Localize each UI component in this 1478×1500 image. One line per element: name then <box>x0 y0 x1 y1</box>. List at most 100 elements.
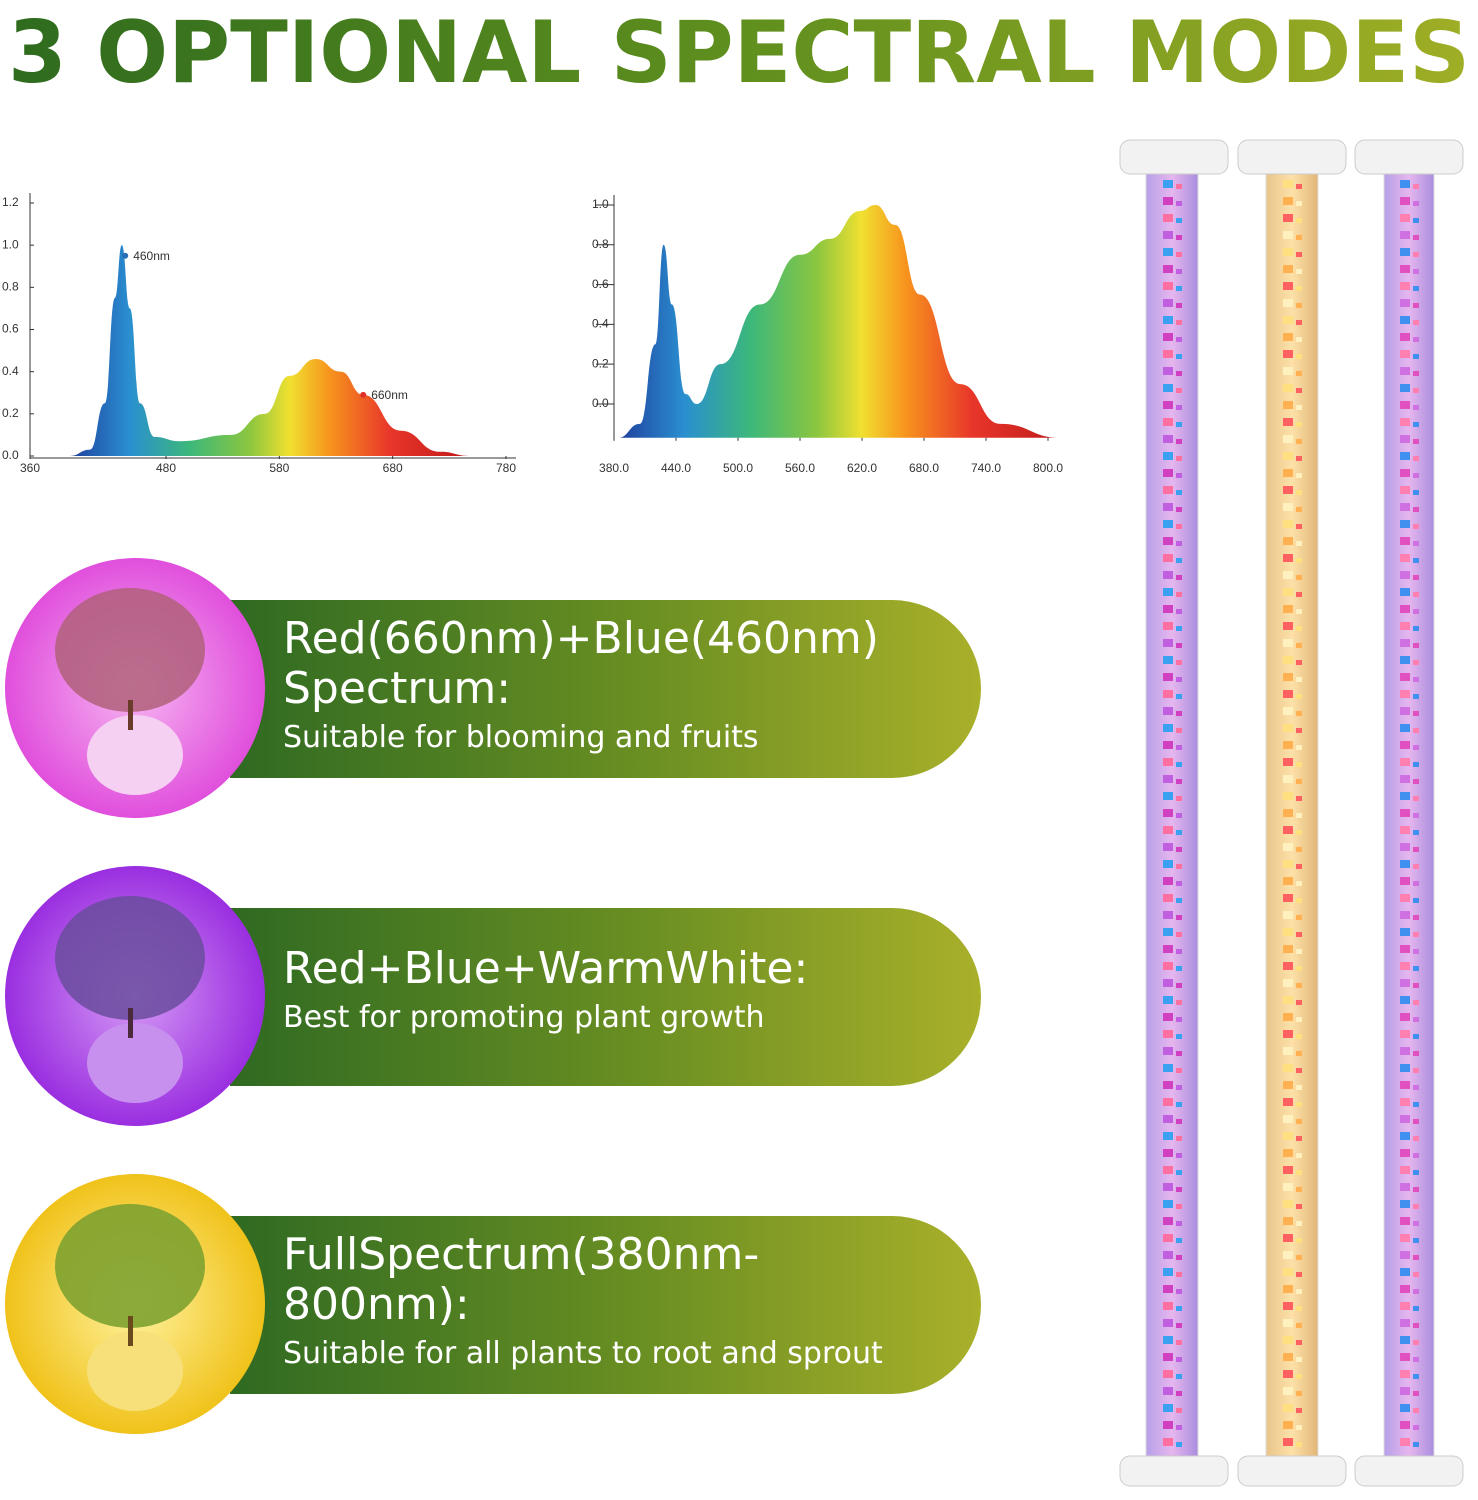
led <box>1296 405 1302 410</box>
led <box>1296 1408 1302 1413</box>
led <box>1413 201 1419 206</box>
led <box>1413 1051 1419 1056</box>
led <box>1296 1323 1302 1328</box>
led <box>1400 979 1410 987</box>
led <box>1163 214 1173 222</box>
annotation-dot <box>360 391 367 398</box>
y-tick-label: 1.0 <box>2 237 19 251</box>
led <box>1163 894 1173 902</box>
led <box>1400 384 1410 392</box>
led <box>1283 265 1293 273</box>
led <box>1163 826 1173 834</box>
led <box>1163 639 1173 647</box>
led <box>1176 1272 1182 1277</box>
led <box>1400 860 1410 868</box>
led <box>1296 1085 1302 1090</box>
led <box>1283 248 1293 256</box>
led <box>1296 1119 1302 1124</box>
led <box>1413 1034 1419 1039</box>
led <box>1296 1238 1302 1243</box>
led <box>1400 1132 1410 1140</box>
led <box>1176 966 1182 971</box>
led <box>1283 571 1293 579</box>
led <box>1176 1221 1182 1226</box>
led <box>1176 286 1182 291</box>
led <box>1413 796 1419 801</box>
led <box>1400 1013 1410 1021</box>
led <box>1176 1238 1182 1243</box>
led <box>1296 184 1302 189</box>
led <box>1176 218 1182 223</box>
led <box>1163 486 1173 494</box>
led <box>1296 1017 1302 1022</box>
led <box>1413 779 1419 784</box>
led <box>1283 1234 1293 1242</box>
led <box>1283 945 1293 953</box>
led <box>1176 1102 1182 1107</box>
led <box>1400 1183 1410 1191</box>
led <box>1296 524 1302 529</box>
led <box>1283 282 1293 290</box>
led <box>1296 1272 1302 1277</box>
led <box>1296 1102 1302 1107</box>
led <box>1283 1353 1293 1361</box>
led <box>1283 1064 1293 1072</box>
led <box>1163 1081 1173 1089</box>
led <box>1296 881 1302 886</box>
led <box>1176 473 1182 478</box>
bar-clip <box>1237 1455 1347 1487</box>
led <box>1283 1200 1293 1208</box>
led <box>1400 792 1410 800</box>
led <box>1400 1302 1410 1310</box>
led <box>1413 932 1419 937</box>
led <box>1413 609 1419 614</box>
led <box>1413 269 1419 274</box>
led <box>1400 1251 1410 1259</box>
led <box>1413 354 1419 359</box>
led <box>1163 775 1173 783</box>
led <box>1400 503 1410 511</box>
led <box>1400 265 1410 273</box>
led <box>1176 796 1182 801</box>
led <box>1413 1085 1419 1090</box>
spectrum-area <box>69 245 470 456</box>
led <box>1413 490 1419 495</box>
led <box>1296 320 1302 325</box>
led <box>1163 401 1173 409</box>
led <box>1296 711 1302 716</box>
led <box>1283 843 1293 851</box>
led <box>1163 656 1173 664</box>
led <box>1176 388 1182 393</box>
mode-description: Best for promoting plant growth <box>283 1000 765 1035</box>
led <box>1413 1408 1419 1413</box>
led <box>1176 779 1182 784</box>
led <box>1400 945 1410 953</box>
annotation-dot <box>122 252 129 259</box>
led <box>1413 1221 1419 1226</box>
led <box>1283 979 1293 987</box>
led <box>1296 201 1302 206</box>
led <box>1413 1442 1419 1447</box>
led <box>1176 1340 1182 1345</box>
led <box>1163 707 1173 715</box>
led <box>1296 218 1302 223</box>
led <box>1413 1357 1419 1362</box>
led <box>1176 1289 1182 1294</box>
led <box>1296 541 1302 546</box>
x-tick-label: 480 <box>156 461 176 475</box>
bar-clip <box>1119 1455 1229 1487</box>
led <box>1400 1166 1410 1174</box>
led <box>1283 469 1293 477</box>
led <box>1176 915 1182 920</box>
led <box>1163 231 1173 239</box>
led <box>1176 728 1182 733</box>
led <box>1413 643 1419 648</box>
led <box>1163 1149 1173 1157</box>
led <box>1176 507 1182 512</box>
y-tick-label: 0.2 <box>592 356 609 370</box>
led <box>1296 422 1302 427</box>
led <box>1400 1387 1410 1395</box>
y-tick-label: 0.8 <box>592 237 609 251</box>
led <box>1283 1404 1293 1412</box>
led <box>1283 1115 1293 1123</box>
